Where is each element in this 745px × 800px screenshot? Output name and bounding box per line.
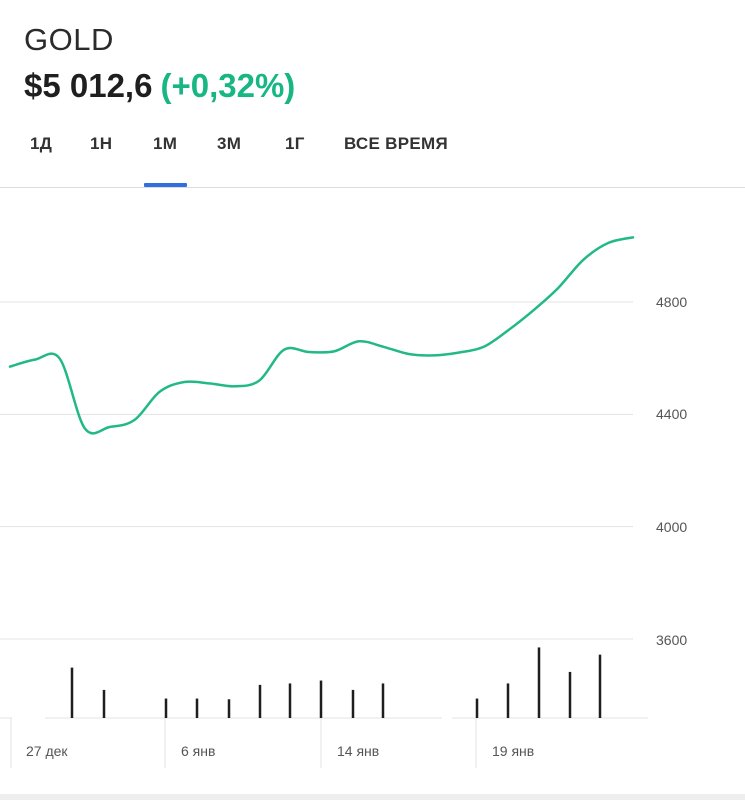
x-tick-label: 6 янв <box>181 743 215 759</box>
price-line <box>8 236 635 435</box>
tab-all-time[interactable]: ВСЕ ВРЕМЯ <box>344 134 449 153</box>
volume-bar <box>598 654 602 718</box>
y-tick-label: 4000 <box>656 519 687 535</box>
y-tick-label: 3600 <box>656 632 687 648</box>
price-change: (+0,32%) <box>160 67 296 104</box>
y-axis-labels: 4800 4400 4000 3600 <box>656 294 687 648</box>
ticker-title: GOLD <box>24 22 114 57</box>
bottom-panel-edge <box>0 794 745 800</box>
tab-1m[interactable]: 1М <box>153 134 178 153</box>
x-tick-label: 19 янв <box>492 743 534 759</box>
volume-bar <box>227 699 231 718</box>
volume-bar <box>319 680 323 718</box>
volume-bar <box>164 698 168 718</box>
volume-bar <box>288 683 292 718</box>
volume-bars <box>70 647 602 718</box>
y-tick-label: 4400 <box>656 406 687 422</box>
period-tabs: 1Д 1Н 1М 3М 1Г ВСЕ ВРЕМЯ <box>0 128 745 188</box>
tab-1w[interactable]: 1Н <box>90 134 113 153</box>
x-axis-labels: 27 дек 6 янв 14 янв 19 янв <box>26 743 534 759</box>
volume-bar <box>537 647 541 718</box>
y-tick-label: 4800 <box>656 294 687 310</box>
price-row: $5 012,6 (+0,32%) <box>24 67 295 105</box>
volume-bar <box>70 667 74 718</box>
volume-bar <box>568 671 572 718</box>
tab-1d[interactable]: 1Д <box>30 134 53 153</box>
volume-bar <box>258 684 262 718</box>
volume-bar <box>195 698 199 718</box>
current-price: $5 012,6 <box>24 67 153 104</box>
price-chart[interactable]: 4800 4400 4000 3600 27 дек 6 янв 14 янв … <box>0 188 745 794</box>
volume-bar <box>506 683 510 718</box>
tabs-divider <box>0 187 745 188</box>
chart-grid <box>0 301 648 768</box>
tab-3m[interactable]: 3М <box>217 134 242 153</box>
volume-bar <box>475 698 479 718</box>
tab-1y[interactable]: 1Г <box>285 134 305 153</box>
volume-bar <box>351 689 355 718</box>
x-tick-label: 27 дек <box>26 743 68 759</box>
active-tab-indicator <box>144 183 187 187</box>
volume-bar <box>381 683 385 718</box>
x-tick-label: 14 янв <box>337 743 379 759</box>
volume-bar <box>102 689 106 718</box>
